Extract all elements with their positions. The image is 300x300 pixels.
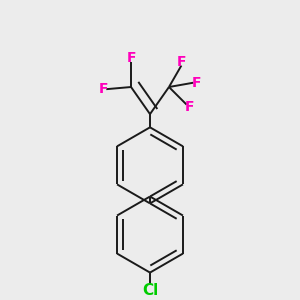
Text: F: F <box>185 100 195 114</box>
Text: Cl: Cl <box>142 283 158 298</box>
Text: F: F <box>192 76 202 90</box>
Text: F: F <box>98 82 108 96</box>
Text: F: F <box>126 51 136 65</box>
Text: F: F <box>177 55 186 69</box>
